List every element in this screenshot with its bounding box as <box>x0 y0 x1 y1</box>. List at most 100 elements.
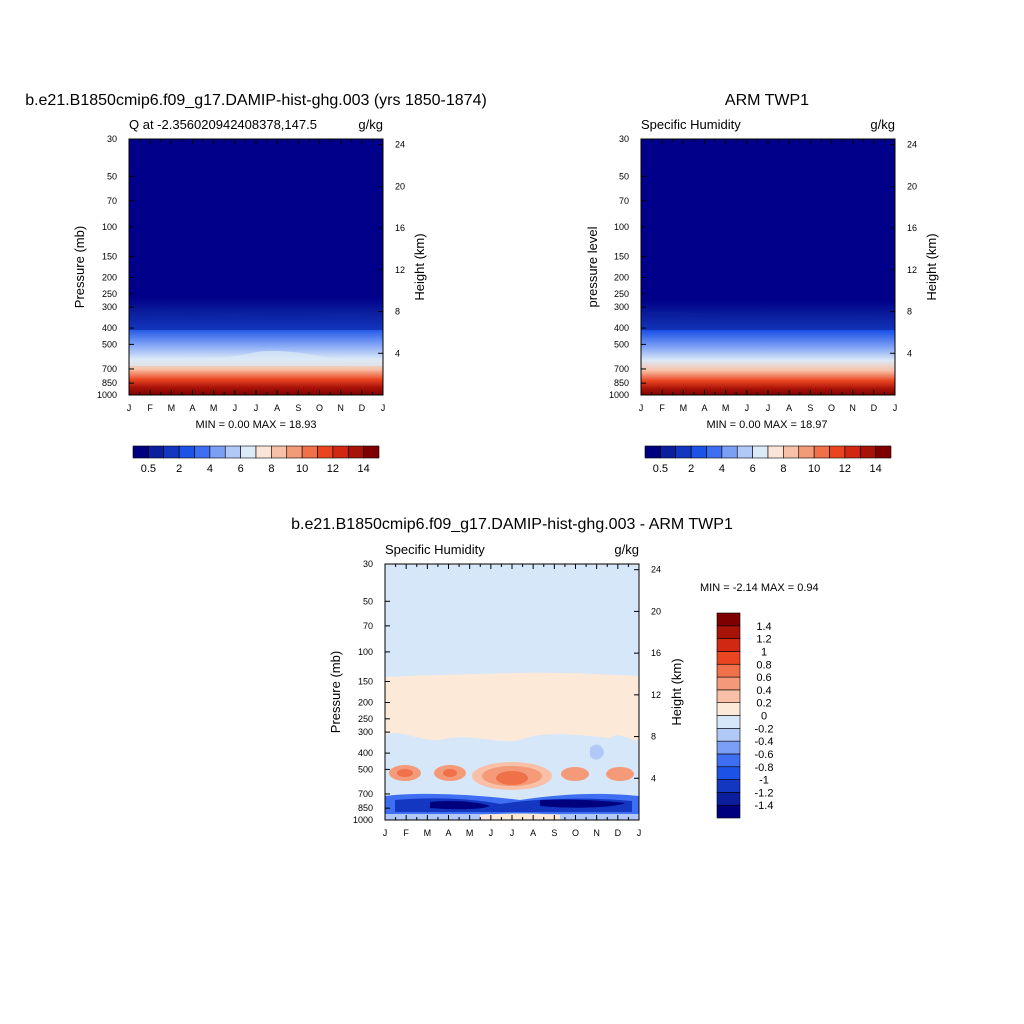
colorbar-swatch <box>716 702 741 716</box>
colorbar-swatch <box>148 445 165 459</box>
height-tick-label: 16 <box>907 223 917 233</box>
x-tick-label: J <box>745 403 750 413</box>
y-tick-label: 30 <box>107 134 117 144</box>
field-contour-band <box>480 813 560 820</box>
colorbar-swatch <box>859 445 876 459</box>
y-axis-height: 4 8 12 16 20 24 <box>378 140 405 358</box>
x-tick-label: D <box>615 828 622 838</box>
colorbar-swatch <box>716 753 741 768</box>
y-tick-label: 30 <box>363 559 373 569</box>
x-tick-label: J <box>233 403 238 413</box>
colorbar-swatch <box>716 651 741 665</box>
panel-title: b.e21.B1850cmip6.f09_g17.DAMIP-hist-ghg.… <box>291 516 733 533</box>
y-axis-label: pressure level <box>585 226 600 307</box>
colorbar-label: -0.4 <box>755 736 774 748</box>
colorbar-swatch <box>721 445 738 459</box>
y-axis-label: Pressure (mb) <box>72 226 87 308</box>
plot-area <box>640 138 896 396</box>
x-tick-label: A <box>445 828 451 838</box>
y-tick-label: 1000 <box>609 390 629 400</box>
field-contour-band <box>129 311 383 330</box>
colorbar-label: 4 <box>719 463 725 475</box>
colorbar-label: 0.2 <box>756 698 771 710</box>
colorbar-swatch <box>716 740 741 755</box>
x-tick-label: S <box>551 828 557 838</box>
height-tick-label: 20 <box>907 181 917 191</box>
colorbar-label: 2 <box>176 463 182 475</box>
height-tick-label: 16 <box>651 648 661 658</box>
colorbar: 0.5 2 4 6 8 10 12 14 <box>132 445 380 475</box>
colorbar-label: -1 <box>759 775 769 787</box>
x-tick-label: S <box>807 403 813 413</box>
x-tick-label: J <box>766 403 771 413</box>
field-contour-band <box>129 350 383 366</box>
min-max-text: MIN = 0.00 MAX = 18.93 <box>195 419 316 431</box>
y-tick-label: 850 <box>614 378 629 388</box>
colorbar-swatch <box>716 689 741 703</box>
colorbar-swatch <box>716 766 741 780</box>
colorbar-swatch <box>194 445 211 459</box>
colorbar-label: 1.2 <box>756 634 771 646</box>
colorbar: -1.4-1.2-1-0.8-0.6-0.4-0.200.20.40.60.81… <box>716 612 774 819</box>
x-tick-label: A <box>786 403 792 413</box>
y-tick-label: 500 <box>614 339 629 349</box>
height-tick-label: 8 <box>395 307 400 317</box>
y-tick-label: 1000 <box>97 390 117 400</box>
field-contour-band <box>496 771 528 785</box>
panel-subtitle-left: Specific Humidity <box>641 117 741 132</box>
y-tick-label: 850 <box>358 803 373 813</box>
x-tick-label: M <box>466 828 474 838</box>
panel-subtitle-left: Q at -2.356020942408378,147.5 <box>129 117 317 132</box>
field-contour-band <box>443 769 457 777</box>
colorbar-swatch <box>716 625 741 639</box>
colorbar-swatch <box>752 445 769 459</box>
panel-subtitle-right: g/kg <box>358 117 383 132</box>
y-tick-label: 400 <box>614 323 629 333</box>
y-tick-label: 700 <box>614 364 629 374</box>
panel-model: b.e21.B1850cmip6.f09_g17.DAMIP-hist-ghg.… <box>25 92 487 475</box>
y-tick-label: 200 <box>614 273 629 283</box>
y-tick-label: 700 <box>102 364 117 374</box>
y-tick-label: 250 <box>358 714 373 724</box>
x-tick-label: J <box>254 403 259 413</box>
field-contour-band <box>561 767 589 781</box>
x-tick-label: M <box>722 403 730 413</box>
colorbar-swatch <box>716 612 741 627</box>
y-tick-label: 200 <box>102 273 117 283</box>
colorbar-swatch <box>644 445 661 459</box>
x-tick-label: M <box>210 403 218 413</box>
height-tick-label: 24 <box>651 565 661 575</box>
y-tick-label: 300 <box>358 727 373 737</box>
colorbar-label: 8 <box>780 463 786 475</box>
colorbar-label: 1 <box>761 646 767 658</box>
colorbar-swatch <box>286 445 303 459</box>
y-tick-label: 500 <box>102 339 117 349</box>
x-tick-label: F <box>147 403 153 413</box>
colorbar-swatch <box>347 445 364 459</box>
panel-subtitle-left: Specific Humidity <box>385 542 485 557</box>
y-tick-label: 400 <box>358 748 373 758</box>
colorbar-label: 0.5 <box>141 463 156 475</box>
y-axis-label: Pressure (mb) <box>328 651 343 733</box>
field-contour-band <box>590 744 604 760</box>
colorbar-label: -0.6 <box>755 749 774 761</box>
x-tick-label: O <box>572 828 579 838</box>
x-tick-label: D <box>359 403 366 413</box>
colorbar-swatch <box>716 804 741 819</box>
colorbar-label: 12 <box>327 463 339 475</box>
y-axis-pressure: 30 50 70 100 150 200 250 300 400 500 700 850 1000 <box>609 134 646 400</box>
colorbar-swatch <box>163 445 180 459</box>
colorbar-swatch <box>271 445 288 459</box>
height-tick-label: 12 <box>395 265 405 275</box>
colorbar-label: 14 <box>870 463 882 475</box>
x-tick-label: N <box>849 403 856 413</box>
colorbar-swatch <box>783 445 800 459</box>
x-tick-label: J <box>489 828 494 838</box>
y-axis-pressure: 30 50 70 100 150 200 250 300 400 500 700 850 1000 <box>97 134 134 400</box>
x-tick-label: S <box>295 403 301 413</box>
min-max-text: MIN = 0.00 MAX = 18.97 <box>706 419 827 431</box>
x-tick-label: J <box>637 828 642 838</box>
y-tick-label: 300 <box>102 302 117 312</box>
y-tick-label: 70 <box>619 196 629 206</box>
